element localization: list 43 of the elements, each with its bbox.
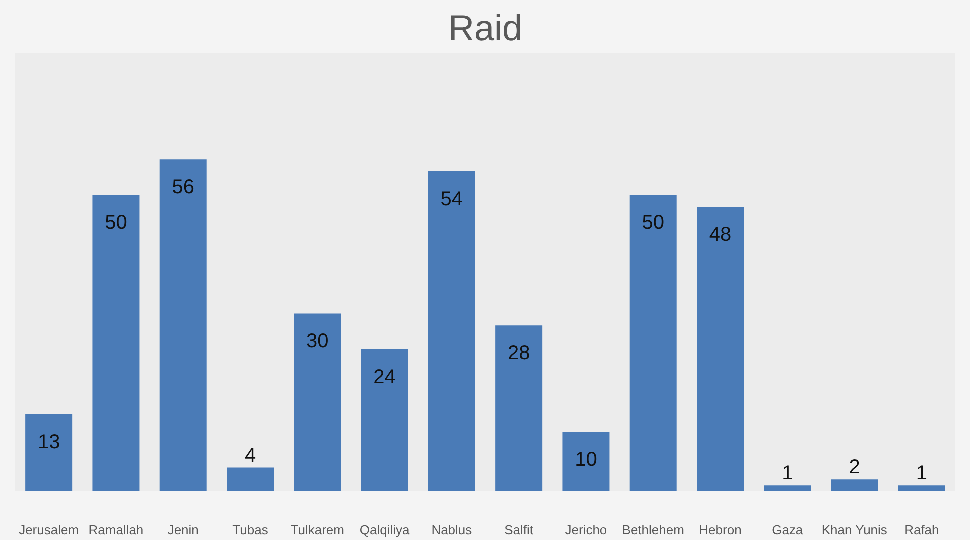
bar xyxy=(227,468,274,492)
data-label: 13 xyxy=(38,431,60,454)
x-tick-label: Ramallah xyxy=(88,522,144,538)
x-tick-label: Nablus xyxy=(432,522,473,538)
x-tick-label: Tulkarem xyxy=(290,522,344,538)
data-label: 1 xyxy=(782,462,794,485)
bar xyxy=(428,172,476,492)
bar xyxy=(361,349,408,492)
data-label: 54 xyxy=(440,188,464,211)
bar xyxy=(697,207,744,492)
data-label: 56 xyxy=(172,176,194,199)
bar xyxy=(294,314,342,492)
x-tick-label: Gaza xyxy=(772,522,804,538)
bar xyxy=(630,195,677,492)
bar xyxy=(831,480,878,492)
data-label: 28 xyxy=(508,342,530,365)
x-tick-label: Salfit xyxy=(504,522,534,538)
data-label: 4 xyxy=(244,444,256,467)
bar xyxy=(160,160,207,492)
bar xyxy=(92,195,140,492)
x-tick-label: Bethlehem xyxy=(622,522,684,538)
data-label: 10 xyxy=(575,449,598,472)
x-tick-label: Tubas xyxy=(232,522,269,538)
chart-title: Raid xyxy=(448,8,523,48)
bar xyxy=(496,326,543,492)
bar xyxy=(898,486,946,492)
data-label: 1 xyxy=(916,462,928,485)
data-label: 30 xyxy=(306,330,329,353)
x-tick-label: Qalqiliya xyxy=(360,522,410,538)
data-label: 2 xyxy=(849,456,860,479)
x-tick-label: Hebron xyxy=(699,522,742,538)
bar xyxy=(26,414,73,492)
x-tick-label: Rafah xyxy=(904,522,940,538)
bar xyxy=(764,486,812,492)
x-tick-label: Jenin xyxy=(168,522,199,538)
x-tick-label: Jerusalem xyxy=(19,522,80,538)
x-tick-label: Khan Yunis xyxy=(822,522,888,538)
data-label: 48 xyxy=(709,224,732,246)
data-label: 50 xyxy=(105,212,128,234)
data-label: 50 xyxy=(642,212,664,234)
bar xyxy=(562,432,610,492)
x-tick-label: Jericho xyxy=(565,522,608,538)
data-label: 24 xyxy=(374,366,396,388)
